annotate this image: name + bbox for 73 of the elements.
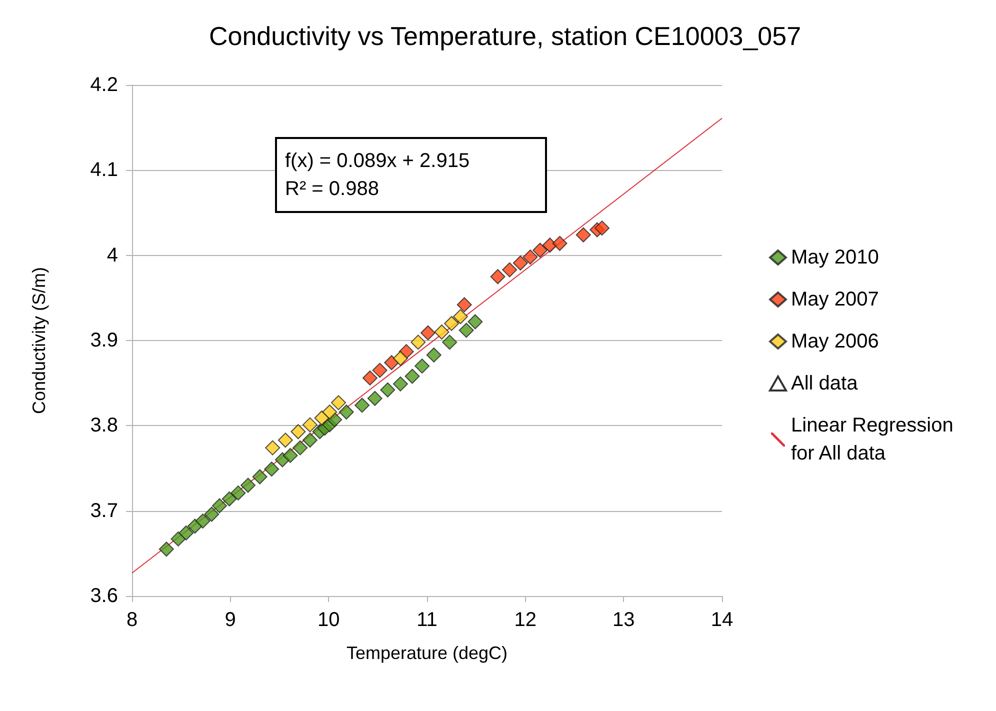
point (322, 404, 338, 420)
point (594, 220, 610, 236)
x-tick-label: 13 (612, 609, 635, 631)
point (367, 390, 382, 406)
x-tick-label: 8 (126, 609, 138, 631)
x-tick-label: 9 (224, 609, 236, 631)
point (362, 370, 378, 386)
y-tick-label: 3.9 (90, 330, 118, 352)
point (512, 256, 528, 270)
point (468, 314, 483, 330)
point (278, 432, 293, 448)
point (264, 462, 280, 477)
annotation: R² = 0.988 (285, 177, 380, 202)
point (240, 478, 256, 493)
annotation: f(x) = 0.089x + 2.915 (285, 149, 471, 174)
point (302, 432, 318, 448)
y-tick-label: 4.2 (90, 74, 118, 96)
x-tick-label: 10 (318, 609, 340, 631)
legend-label: May 2006 (791, 330, 879, 352)
point (265, 440, 280, 456)
y-tick-label: 3.7 (90, 500, 118, 522)
point (552, 236, 568, 251)
point (452, 309, 468, 324)
point (282, 448, 298, 463)
point (212, 498, 228, 514)
point (414, 358, 430, 374)
x-axis-title: Temperature (degC) (346, 643, 508, 663)
y-axis-title: Conductivity (S/m) (29, 266, 49, 414)
point (404, 368, 420, 384)
x-tick-label: 12 (514, 609, 536, 631)
point (195, 514, 210, 529)
point (392, 350, 408, 366)
point (292, 440, 308, 456)
point (204, 506, 220, 522)
point (410, 334, 426, 350)
point (456, 297, 472, 312)
point (380, 382, 396, 398)
y-tick-label: 4 (106, 244, 118, 266)
point (458, 322, 474, 338)
x-tick-label: 11 (416, 609, 438, 631)
y-tick-label: 4.1 (90, 159, 118, 182)
point (354, 398, 370, 413)
point (178, 525, 194, 540)
point (338, 404, 354, 420)
point (442, 334, 458, 350)
point (522, 250, 538, 265)
legend-label: All data (791, 372, 859, 394)
point (222, 491, 237, 506)
point (490, 269, 506, 284)
point (444, 316, 460, 331)
point (158, 542, 174, 557)
text-box: f(x) = 0.089x + 2.915 R² = 0.988 (275, 137, 547, 213)
legend-label: May 2010 (791, 246, 879, 268)
point (434, 324, 450, 340)
point (372, 362, 388, 378)
point (392, 376, 408, 392)
legend-label: Linear Regression for All data (791, 414, 959, 464)
point (576, 227, 591, 242)
chart-title: Conductivity vs Temperature, station CE10003_057 (208, 21, 802, 51)
point (290, 424, 306, 440)
x-tick-label: 14 (710, 609, 734, 631)
point (170, 531, 186, 546)
point (426, 347, 442, 362)
point (331, 395, 346, 410)
point (420, 325, 436, 340)
point (230, 485, 246, 500)
y-tick-label: 3.8 (90, 414, 118, 437)
y-tick-label: 3.6 (90, 585, 118, 607)
point (302, 417, 318, 432)
point (502, 262, 518, 278)
point (532, 242, 548, 258)
point (252, 469, 268, 484)
legend-label: May 2007 (791, 288, 879, 310)
